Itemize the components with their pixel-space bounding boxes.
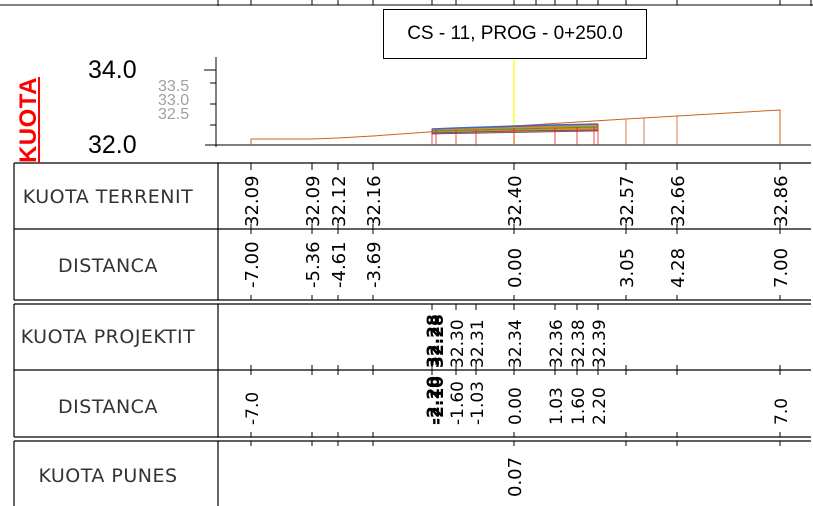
kuota-terrenit-value: 32.57	[617, 175, 638, 227]
kuota-punes-value: 0.07	[505, 457, 526, 497]
distanca-2-value: 1.03	[547, 387, 567, 425]
distanca-1-value: -3.69	[364, 241, 385, 288]
axis-minor-1: 33.5	[158, 78, 190, 95]
distanca-1-value: 7.00	[771, 248, 792, 288]
kuota-terrenit-value: 32.12	[329, 175, 350, 227]
kuota-projektit-value: 32.36	[547, 319, 567, 368]
kuota-projektit-value: 32.28	[424, 314, 444, 368]
distanca-1-value: 4.28	[668, 248, 689, 288]
table-grid	[13, 162, 811, 506]
elevation-axis	[204, 57, 217, 147]
kuota-projektit-value: 32.30	[448, 319, 468, 368]
kuota-projektit-value: 32.38	[569, 319, 589, 368]
row-ticks	[250, 224, 781, 446]
section-title-box: CS - 11, PROG - 0+250.0	[383, 9, 647, 59]
axis-bottom-value: 32.0	[88, 131, 137, 159]
distanca-1-value: -5.36	[303, 241, 324, 288]
kuota-projektit-value: 32.28	[428, 314, 448, 368]
distanca-2-value: -7.0	[243, 392, 263, 425]
kuota-terrenit-value: 32.09	[303, 175, 324, 227]
row-label-distanca-1: DISTANCA	[58, 255, 158, 277]
terrain-verticals	[625, 116, 678, 145]
axis-minor-2: 33.0	[158, 92, 190, 109]
kuota-terrenit-value: 32.40	[505, 175, 526, 227]
distanca-2-value: 7.0	[772, 398, 792, 425]
distanca-2-value: 0.00	[506, 387, 526, 425]
distanca-1-value: 3.05	[617, 248, 638, 288]
distanca-2-value: 1.60	[569, 387, 589, 425]
distanca-2-value: -1.60	[448, 381, 468, 425]
distanca-1-values: -7.00 -5.36 -4.61 -3.69 0.00 3.05 4.28 7.00	[242, 241, 792, 288]
kuota-terrenit-values: 32.09 32.09 32.12 32.16 32.40 32.57 32.66 32.86	[242, 175, 792, 227]
distanca-2-value: 2.20	[590, 387, 610, 425]
row-label-kuota-terrenit: KUOTA TERRENIT	[22, 186, 194, 208]
value-ticks	[250, 163, 781, 170]
section-title: CS - 11, PROG - 0+250.0	[407, 23, 623, 44]
distanca-2-value: -2.10	[428, 376, 448, 425]
kuota-projektit-value: 32.39	[590, 319, 610, 368]
vertical-axis-label: KUOTA	[15, 76, 43, 164]
axis-minor-3: 32.5	[158, 106, 190, 123]
kuota-terrenit-value: 32.16	[364, 175, 385, 227]
kuota-terrenit-value: 32.66	[668, 175, 689, 227]
row-label-kuota-projektit: KUOTA PROJEKTIT	[20, 326, 196, 348]
row-label-kuota-punes: KUOTA PUNES	[38, 465, 178, 487]
kuota-punes-values: 0.07	[505, 457, 526, 497]
distanca-2-values: -7.0 -2.20-2.10 -1.60 -1.03 0.00 1.03 1.60 2.20…	[243, 376, 792, 425]
kuota-terrenit-value: 32.09	[242, 175, 263, 227]
kuota-projektit-value: 32.31	[468, 319, 488, 368]
distanca-2-value: -2.20	[424, 376, 444, 425]
kuota-terrenit-value: 32.86	[771, 175, 792, 227]
distanca-1-value: -4.61	[329, 241, 350, 288]
kuota-projektit-value: 32.34	[506, 319, 526, 368]
distanca-1-value: -7.00	[242, 241, 263, 288]
row-label-distanca-2: DISTANCA	[58, 396, 158, 418]
distanca-2-value: -1.03	[468, 381, 488, 425]
design-road	[431, 123, 599, 145]
top-grid-ticks	[250, 0, 781, 5]
top-grid-remnant	[0, 0, 813, 6]
axis-top-value: 34.0	[88, 56, 137, 84]
distanca-1-value: 0.00	[505, 248, 526, 288]
